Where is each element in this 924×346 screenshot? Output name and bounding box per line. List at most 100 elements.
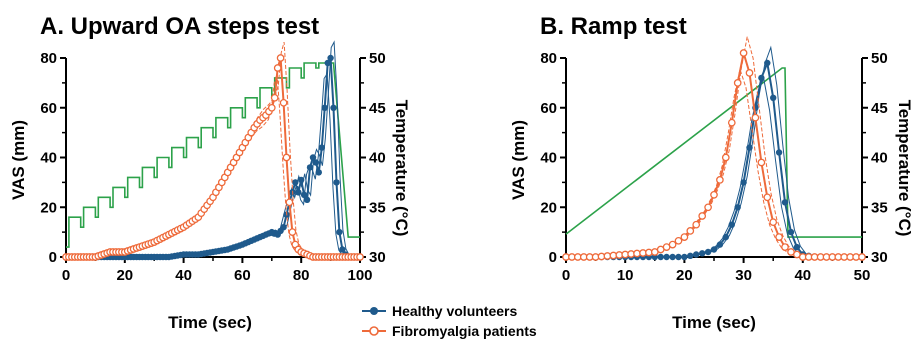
- panel-a-xtick-label-2: 40: [175, 267, 192, 284]
- panel-b-fibro-point-29: [733, 79, 742, 87]
- panel-b-healthy-error-line-1: [569, 45, 866, 258]
- panel-a-xlabel: Time (sec): [168, 313, 252, 332]
- panel-a-y2tick-label-4: 50: [369, 50, 386, 67]
- panel-b-fibro-point-31: [745, 69, 754, 77]
- panel-b-xtick-label-5: 50: [854, 267, 871, 284]
- panel-a-healthy-point-87: [318, 144, 325, 151]
- panel-b-y2tick-label-1: 35: [871, 199, 888, 216]
- panel-b-fibro-point-24: [704, 203, 712, 212]
- panel-a-healthy-point-85: [312, 159, 320, 166]
- panel-b-fibro-point-50: [858, 253, 866, 261]
- panel-b-fibro-point-25: [710, 190, 718, 199]
- panel-a-fibro-point-73: [276, 54, 285, 62]
- panel-b-y2tick-label-2: 40: [871, 150, 888, 167]
- panel-a-ylabel: VAS (mm): [9, 120, 28, 200]
- panel-a-ytick-label-3: 60: [40, 100, 57, 117]
- panel-a-fibro-point-100: [356, 253, 364, 261]
- panel-b-fibro-point-32: [751, 113, 760, 122]
- panel-b-healthy-point-27: [722, 233, 729, 241]
- panel-a-xtick-label-4: 80: [293, 267, 310, 284]
- panel-a-xtick-label-5: 100: [347, 267, 372, 284]
- panel-b-healthy-point-24: [704, 248, 712, 256]
- panel-b-y2label: Temperature (°C): [895, 100, 914, 237]
- panel-b-fibro-point-34: [763, 193, 772, 202]
- panel-b-fibro-point-37: [781, 243, 789, 251]
- panel-b-healthy-point-35: [770, 94, 777, 102]
- legend-fibro-label: Fibromyalgia patients: [392, 323, 537, 339]
- panel-a-healthy-point-78: [292, 179, 299, 186]
- panel-b-xlabel: Time (sec): [672, 313, 756, 332]
- panel-a-y2tick-label-1: 35: [369, 199, 386, 216]
- panel-b-fibro-point-21: [686, 227, 695, 235]
- panel-a-healthy-point-90: [327, 54, 334, 62]
- panel-a-y2tick-label-3: 45: [369, 100, 386, 117]
- panel-b-fibro-point-20: [680, 233, 689, 241]
- panel-a-xtick-label-3: 60: [234, 267, 251, 284]
- panel-b-ytick-label-0: 0: [549, 249, 557, 266]
- panel-b-healthy-point-28: [728, 221, 735, 228]
- panel-a-ytick-label-1: 20: [40, 199, 57, 216]
- legend-fibro-marker: [369, 326, 379, 336]
- panel-a-fibro-point-72: [273, 64, 282, 72]
- panel-b-temperature-line: [565, 67, 862, 238]
- panel-b-healthy-point-23: [699, 250, 706, 257]
- panel-b-xtick-label-2: 20: [676, 267, 693, 284]
- panel-b-fibro-line: [566, 52, 862, 258]
- panel-b-fibro-point-27: [721, 153, 730, 162]
- panel-a-title: A. Upward OA steps test: [40, 13, 319, 40]
- panel-b-fibro-point-36: [775, 233, 783, 241]
- legend: Healthy volunteers Fibromyalgia patients: [362, 303, 537, 339]
- panel-a-healthy-point-80: [298, 176, 305, 184]
- panel-b-ytick-label-1: 20: [540, 199, 557, 216]
- panel-a-healthy-point-89: [324, 59, 331, 67]
- panel-a-fibro-point-77: [288, 228, 297, 236]
- panel-b-fibro-point-35: [769, 218, 778, 227]
- panel-b-xtick-label-4: 40: [794, 267, 811, 284]
- panel-a-fibro-error-line-1: [69, 41, 335, 258]
- panel-b-healthy-point-29: [734, 204, 741, 211]
- panel-a-temperature-line: [66, 62, 360, 248]
- panel-a-healthy-point-74: [280, 224, 287, 231]
- panel-b-xtick-label-0: 0: [562, 267, 570, 284]
- panel-b-healthy-point-18: [669, 253, 676, 261]
- panel-b-title: B. Ramp test: [540, 13, 687, 40]
- panel-b-ylabel: VAS (mm): [509, 120, 528, 200]
- panel-b-fibro-error-line-1: [569, 36, 866, 258]
- panel-b-y2tick-label-4: 50: [871, 50, 888, 67]
- panel-b-fibro-point-19: [674, 236, 683, 245]
- panel-b-healthy-point-36: [775, 149, 783, 156]
- panel-a-fibro-point-71: [270, 93, 279, 102]
- panel-b-fibro-error-line-0: [562, 67, 859, 258]
- panel-a-ytick-label-4: 80: [40, 50, 57, 67]
- panel-a-healthy-point-82: [303, 196, 311, 203]
- panel-b-xtick-label-3: 30: [735, 267, 752, 284]
- panel-b-healthy-point-22: [693, 251, 700, 258]
- panel-a-y2tick-label-2: 40: [369, 150, 386, 167]
- panel-b-healthy-point-33: [758, 74, 765, 82]
- panel-a-healthy-point-84: [309, 154, 317, 161]
- panel-b-healthy-point-31: [746, 144, 753, 151]
- panel-b: B. Ramp test Time (sec) VAS (mm) Tempera…: [509, 13, 914, 332]
- panel-b-healthy-line: [566, 59, 862, 258]
- panel-a-ytick-label-0: 0: [49, 249, 57, 266]
- panel-b-healthy-point-25: [710, 246, 718, 253]
- panel-b-y2tick-label-3: 45: [871, 100, 888, 117]
- panel-b-fibro-point-33: [757, 158, 766, 167]
- panel-b-y2tick-label-0: 30: [871, 249, 888, 266]
- panel-b-healthy-point-39: [793, 243, 801, 251]
- panel-a-healthy-point-92: [333, 179, 340, 186]
- panel-b-fibro-point-22: [692, 220, 701, 229]
- panel-a-fibro-point-76: [285, 198, 294, 207]
- panel-a-healthy-point-91: [330, 104, 337, 112]
- panel-b-healthy-point-21: [687, 252, 694, 259]
- panel-a-xtick-label-1: 20: [116, 267, 133, 284]
- panel-a-fibro-point-70: [267, 103, 276, 112]
- panel-a-healthy-point-94: [339, 246, 346, 253]
- panel-b-healthy-point-30: [740, 179, 747, 186]
- panel-b-healthy-point-38: [787, 228, 795, 236]
- panel-b-ytick-label-4: 80: [540, 50, 557, 67]
- panel-b-healthy-point-20: [681, 253, 688, 261]
- panel-a-healthy-point-83: [306, 164, 314, 171]
